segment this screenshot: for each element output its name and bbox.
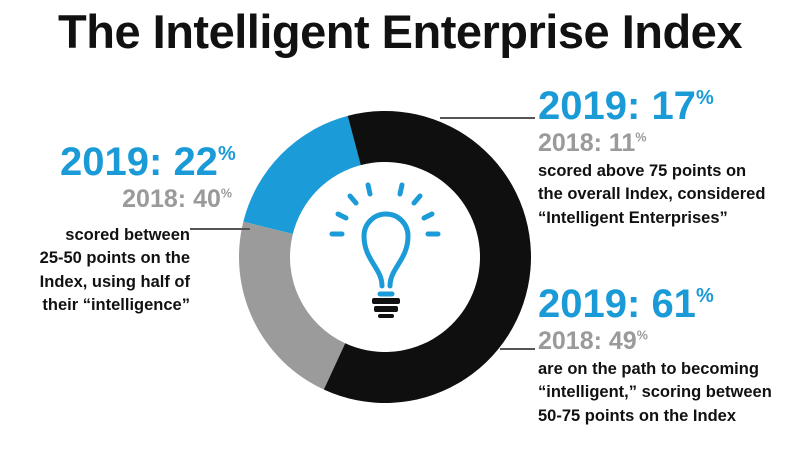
value-2018: 2018: 49% — [538, 327, 788, 356]
bulb-base — [372, 298, 400, 318]
year-2019-label: 2019: — [538, 84, 641, 128]
value-2019-number: 17 — [651, 84, 696, 128]
value-2019: 2019: 61% — [538, 284, 788, 324]
label-block-bottom: 2019: 61% 2018: 49% — [538, 284, 788, 356]
value-2018: 2018: 40% — [60, 185, 232, 214]
label-block-mid: 2019: 22% 2018: 40% — [60, 140, 236, 214]
year-2018-label: 2018: — [122, 185, 187, 213]
description-line: 25-50 points on the — [39, 249, 190, 268]
light-bulb-icon — [329, 182, 441, 297]
value-2018-number: 40 — [193, 185, 221, 213]
description-line: 50-75 points on the Index — [538, 406, 737, 425]
description-line: the overall Index, considered — [538, 185, 766, 204]
description-line: Index, using half of — [39, 272, 190, 291]
page-title: The Intelligent Enterprise Index — [58, 5, 742, 58]
value-2019-number: 22 — [173, 140, 218, 184]
description-line: are on the path to becoming — [538, 360, 759, 378]
segment-bottom — [323, 111, 532, 404]
description-line: “Intelligent Enterprises” — [538, 208, 728, 227]
percent-sign: % — [635, 130, 647, 145]
percent-sign: % — [217, 143, 236, 165]
segment-top — [243, 115, 361, 235]
description-line: scored above 75 points on — [538, 162, 747, 180]
year-2019-label: 2019: — [60, 140, 163, 184]
value-2019: 2019: 22% — [60, 140, 236, 184]
value-2019: 2019: 17% — [538, 86, 788, 126]
percent-sign: % — [695, 285, 714, 307]
value-2018: 2018: 11% — [538, 129, 788, 158]
year-2019-label: 2019: — [538, 282, 641, 326]
value-2018-number: 49 — [608, 327, 637, 355]
description-mid: scored between 25-50 points on the Index… — [30, 224, 190, 318]
description-line: their “intelligence” — [42, 296, 190, 315]
value-2019-number: 61 — [651, 282, 696, 326]
year-2018-label: 2018: — [538, 129, 602, 157]
value-2018-number: 11 — [608, 129, 636, 157]
year-2018-label: 2018: — [538, 327, 602, 355]
description-bottom: are on the path to becoming “intelligent… — [538, 358, 793, 428]
label-block-top: 2019: 17% 2018: 11% — [538, 86, 788, 158]
segment-left — [239, 221, 346, 390]
description-line: “intelligent,” scoring between — [538, 383, 772, 402]
description-top: scored above 75 points on the overall In… — [538, 160, 793, 230]
percent-sign: % — [220, 186, 232, 201]
percent-sign: % — [695, 87, 714, 109]
description-line: scored between — [65, 226, 190, 244]
percent-sign: % — [636, 328, 648, 343]
